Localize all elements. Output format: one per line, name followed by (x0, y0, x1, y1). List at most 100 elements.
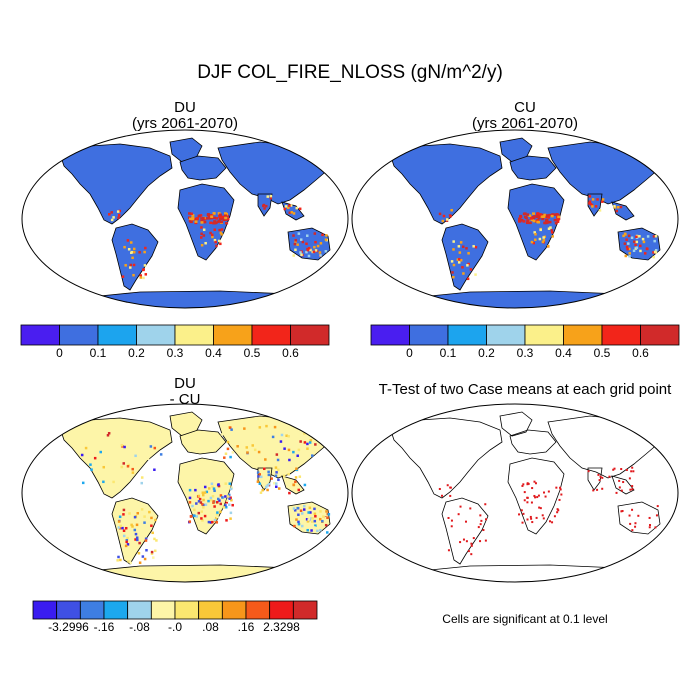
colorbar-swatch (56, 600, 81, 620)
significant-cell (628, 477, 631, 480)
fire-cell (195, 217, 199, 220)
diff-cell (226, 499, 229, 502)
diff-cell (203, 514, 207, 518)
diff-cell (283, 474, 286, 478)
fire-cell (314, 240, 317, 244)
significant-cell (631, 529, 634, 532)
colorbar-swatch (103, 600, 129, 620)
cu-title: CU (514, 99, 536, 116)
map-border (351, 403, 679, 583)
diff-cell (303, 432, 306, 435)
diff-cell (150, 552, 154, 555)
diff-cell (259, 475, 263, 479)
fire-cell (224, 218, 228, 222)
fire-cell (635, 246, 639, 249)
fire-cell (296, 243, 299, 246)
fire-cell (623, 232, 627, 236)
diff-cell (211, 485, 214, 489)
diff-cell (201, 503, 204, 506)
diff-cell (297, 513, 300, 517)
colorbar-cu-labels: 0 0.1 0.2 0.3 0.4 0.5 0.6 (370, 346, 680, 362)
diff-cell (303, 441, 307, 444)
significant-cell (464, 520, 467, 523)
fire-cell (548, 213, 552, 217)
diff-cell (153, 446, 157, 450)
fire-cell (299, 251, 302, 254)
diff-cell (137, 551, 141, 555)
significant-cell (523, 491, 526, 494)
diff-cell (131, 471, 135, 474)
fire-cell (208, 214, 212, 217)
diff-cell (316, 529, 319, 533)
diff-cell (243, 427, 246, 430)
diff-cell (119, 558, 122, 562)
fire-cell (319, 254, 322, 257)
fire-cell (189, 212, 193, 216)
diff-cell (207, 499, 210, 503)
diff-cell (314, 443, 317, 446)
colorbar-tick-label: -3.2996 (48, 620, 89, 634)
fire-cell (539, 228, 542, 232)
fire-cell (212, 212, 216, 215)
fire-cell (218, 215, 222, 218)
significant-cell (485, 518, 488, 521)
fire-cell (541, 217, 545, 221)
fire-cell (132, 273, 135, 277)
colorbar-swatch (269, 600, 294, 620)
diff-cell (314, 524, 317, 527)
significant-cell (530, 517, 533, 520)
diff-cell (143, 515, 146, 518)
fire-cell (117, 213, 121, 217)
diff-cell (301, 512, 304, 515)
significant-cell (631, 508, 634, 511)
significant-cell (543, 491, 546, 494)
fire-cell (465, 247, 468, 250)
significant-cell (533, 494, 536, 497)
diff-cell (227, 493, 231, 497)
diff-cell (292, 507, 296, 510)
diff-cell (305, 518, 309, 521)
fire-cell (452, 240, 455, 243)
fire-cell (210, 214, 214, 217)
significant-cell (601, 476, 604, 479)
fire-cell (306, 248, 310, 252)
land-africa (507, 457, 565, 535)
significant-cell (484, 539, 487, 542)
colorbar-swatch (127, 600, 152, 620)
fire-cell (307, 254, 311, 258)
colorbar-tick-label: 0.4 (205, 346, 222, 360)
fire-cell (466, 264, 469, 267)
significant-cell (526, 496, 529, 499)
diff-cell (202, 506, 205, 509)
diff-cell (297, 522, 301, 526)
colorbar-du (20, 324, 330, 346)
significant-cell (536, 496, 539, 499)
fire-cell (132, 247, 136, 251)
diff-cell (313, 512, 317, 516)
diff-cell (219, 502, 222, 506)
colorbar-swatch (97, 324, 137, 346)
fire-cell (538, 237, 542, 241)
fire-cell (601, 200, 604, 203)
fire-cell (462, 272, 465, 275)
significant-cell (467, 550, 470, 553)
fire-cell (207, 217, 211, 220)
diff-cell (209, 521, 213, 524)
fire-cell (533, 231, 536, 234)
significant-cell (523, 499, 526, 502)
significant-cell (613, 467, 616, 470)
diff-title: DU (174, 375, 196, 392)
fire-cell (467, 252, 470, 255)
diff-cell (120, 443, 124, 447)
diff-cell (275, 485, 278, 488)
diff-cell (295, 518, 298, 521)
diff-cell (288, 491, 291, 495)
significant-cell (547, 490, 550, 493)
fire-cell (538, 213, 542, 216)
fire-cell (220, 228, 224, 231)
diff-cell (127, 463, 130, 467)
diff-cell (271, 453, 274, 456)
diff-cell (319, 528, 322, 532)
diff-cell (118, 515, 122, 519)
diff-cell (303, 483, 307, 487)
